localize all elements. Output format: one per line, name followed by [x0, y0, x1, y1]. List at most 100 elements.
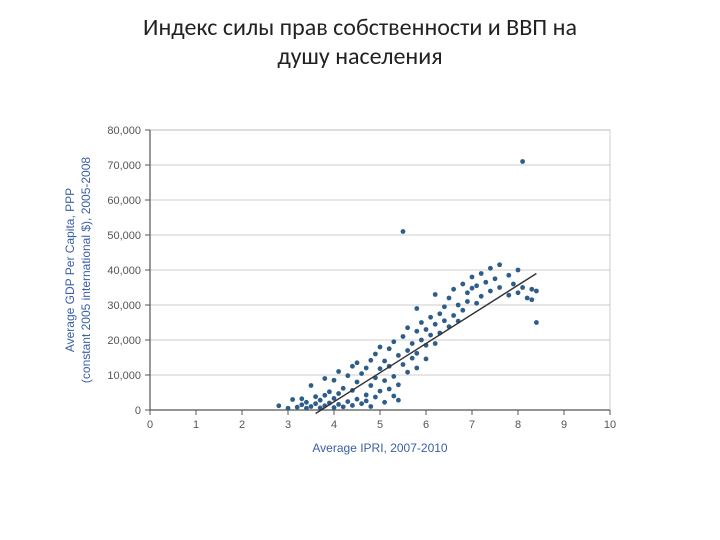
- data-point: [295, 405, 300, 410]
- data-point: [474, 301, 479, 306]
- slide-title: Индекс силы прав собственности и ВВП на …: [0, 14, 720, 72]
- data-point: [368, 383, 373, 388]
- data-point: [493, 276, 498, 281]
- data-point: [520, 159, 525, 164]
- data-point: [529, 297, 534, 302]
- data-point: [382, 359, 387, 364]
- data-point: [520, 285, 525, 290]
- data-point: [355, 397, 360, 402]
- data-point: [433, 322, 438, 327]
- data-point: [336, 391, 341, 396]
- data-point: [378, 345, 383, 350]
- data-point: [396, 353, 401, 358]
- data-point: [465, 290, 470, 295]
- data-point: [479, 294, 484, 299]
- data-point: [373, 395, 378, 400]
- data-point: [299, 396, 304, 401]
- y-tick-label: 20,000: [107, 335, 141, 347]
- data-point: [322, 393, 327, 398]
- y-tick-label: 40,000: [107, 265, 141, 277]
- data-point: [299, 402, 304, 407]
- data-point: [373, 352, 378, 357]
- data-point: [387, 346, 392, 351]
- data-point: [414, 351, 419, 356]
- data-point: [286, 406, 291, 411]
- y-tick-label: 10,000: [107, 370, 141, 382]
- data-point: [336, 369, 341, 374]
- data-point: [424, 357, 429, 362]
- data-point: [345, 373, 350, 378]
- y-tick-label: 0: [135, 405, 141, 417]
- y-tick-label: 60,000: [107, 195, 141, 207]
- data-point: [442, 318, 447, 323]
- data-point: [428, 315, 433, 320]
- x-tick-label: 9: [561, 419, 567, 431]
- data-point: [414, 366, 419, 371]
- data-point: [497, 262, 502, 267]
- data-point: [368, 358, 373, 363]
- data-point: [516, 290, 521, 295]
- data-point: [364, 366, 369, 371]
- data-point: [474, 283, 479, 288]
- data-point: [401, 229, 406, 234]
- data-point: [405, 370, 410, 375]
- data-point: [414, 306, 419, 311]
- data-point: [290, 397, 295, 402]
- data-point: [516, 268, 521, 273]
- data-point: [304, 406, 309, 411]
- y-tick-label: 50,000: [107, 230, 141, 242]
- data-point: [442, 304, 447, 309]
- data-point: [391, 339, 396, 344]
- data-point: [304, 400, 309, 405]
- data-point: [460, 308, 465, 313]
- data-point: [355, 360, 360, 365]
- x-tick-label: 5: [377, 419, 383, 431]
- data-point: [322, 376, 327, 381]
- data-point: [364, 399, 369, 404]
- scatter-chart: 012345678910010,00020,00030,00040,00050,…: [50, 110, 670, 510]
- title-line2: душу населения: [0, 43, 720, 72]
- data-point: [276, 403, 281, 408]
- data-point: [309, 404, 314, 409]
- data-point: [488, 266, 493, 271]
- data-point: [428, 333, 433, 338]
- x-tick-label: 1: [193, 419, 199, 431]
- data-point: [410, 341, 415, 346]
- data-point: [456, 303, 461, 308]
- data-point: [424, 327, 429, 332]
- data-point: [387, 387, 392, 392]
- data-point: [437, 311, 442, 316]
- data-point: [359, 401, 364, 406]
- data-point: [350, 403, 355, 408]
- data-point: [451, 313, 456, 318]
- x-tick-label: 4: [331, 419, 337, 431]
- y-tick-label: 80,000: [107, 125, 141, 137]
- data-point: [396, 382, 401, 387]
- data-point: [355, 380, 360, 385]
- data-point: [378, 366, 383, 371]
- data-point: [488, 289, 493, 294]
- data-point: [529, 287, 534, 292]
- data-point: [378, 389, 383, 394]
- data-point: [447, 296, 452, 301]
- data-point: [506, 273, 511, 278]
- data-point: [525, 296, 530, 301]
- data-point: [470, 275, 475, 280]
- data-point: [479, 271, 484, 276]
- x-tick-label: 8: [515, 419, 521, 431]
- data-point: [419, 338, 424, 343]
- data-point: [396, 398, 401, 403]
- y-axis-label-2: (constant 2005 international $), 2005-20…: [79, 157, 93, 383]
- data-point: [345, 399, 350, 404]
- data-point: [382, 400, 387, 405]
- data-point: [327, 389, 332, 394]
- data-point: [414, 329, 419, 334]
- data-point: [405, 348, 410, 353]
- x-axis-label: Average IPRI, 2007-2010: [312, 441, 448, 455]
- data-point: [419, 320, 424, 325]
- data-point: [511, 282, 516, 287]
- data-point: [313, 401, 318, 406]
- data-point: [332, 405, 337, 410]
- data-point: [433, 341, 438, 346]
- data-point: [465, 299, 470, 304]
